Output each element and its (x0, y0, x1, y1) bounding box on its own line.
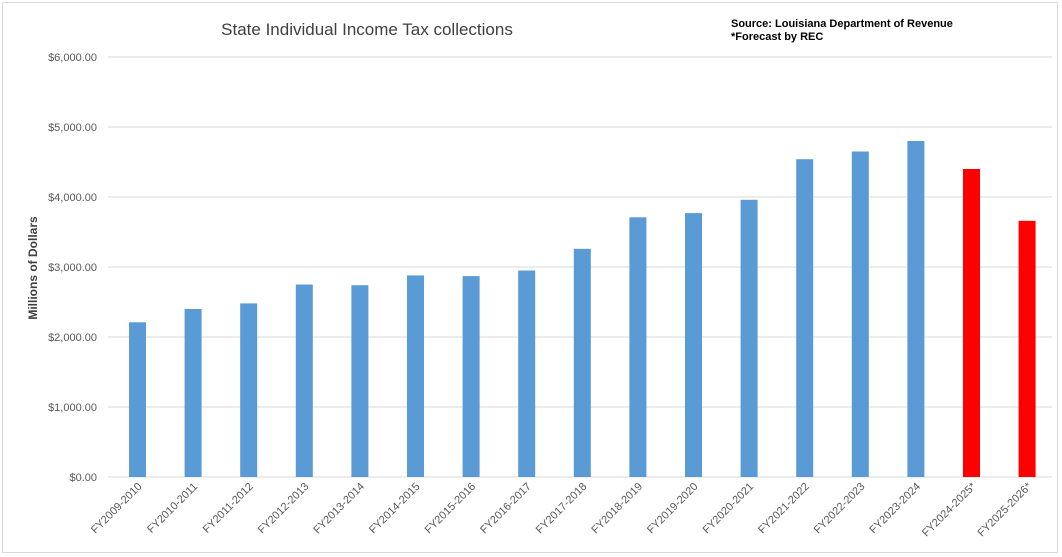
x-tick-label: FY2022-2023 (812, 481, 868, 537)
bar (740, 199, 758, 478)
bar (351, 285, 369, 477)
bar (129, 322, 146, 477)
x-tick-label: FY2021-2022 (756, 481, 812, 537)
x-tick-label: FY2014-2015 (367, 481, 423, 537)
x-tick-label: FY2016-2017 (478, 481, 534, 537)
x-tick-labels: FY2009-2010 FY2010-2011 FY2011-2012 FY2012-… (89, 480, 1035, 539)
x-tick-label: FY2025-2026* (976, 480, 1035, 539)
x-tick-label: FY2010-2011 (145, 481, 200, 536)
y-tick-label: $3,000.00 (48, 262, 97, 274)
y-tick-label: $5,000.00 (48, 122, 97, 134)
bar (963, 169, 980, 477)
y-tick-label: $2,000.00 (48, 332, 97, 344)
bar (573, 248, 591, 477)
x-tick-label: FY2024-2025* (920, 480, 979, 539)
bar (240, 303, 258, 477)
bar (796, 159, 814, 477)
x-tick-label: FY2017-2018 (534, 481, 590, 537)
x-tick-label: FY2023-2024 (867, 481, 923, 537)
x-tick-label: FY2013-2014 (311, 481, 367, 537)
bar (295, 284, 313, 477)
x-tick-label: FY2011-2012 (201, 481, 256, 536)
bar (407, 275, 424, 477)
bars (129, 141, 1036, 478)
y-tick-label: $6,000.00 (48, 52, 97, 64)
y-tick-label: $0.00 (69, 472, 97, 484)
x-tick-label: FY2018-2019 (589, 481, 645, 537)
bar (518, 270, 536, 477)
y-tick-labels: $0.00 $1,000.00 $2,000.00 $3,000.00 $4,000.0… (48, 52, 97, 484)
x-tick-label: FY2019-2020 (645, 481, 701, 537)
bar (629, 217, 647, 478)
x-tick-label: FY2020-2021 (701, 481, 757, 537)
bar (907, 141, 925, 477)
x-tick-label: FY2009-2010 (89, 481, 145, 537)
forecast-note: *Forecast by REC (731, 31, 823, 43)
gridlines (108, 56, 1052, 478)
bar (685, 213, 702, 477)
chart-title: State Individual Income Tax collections (221, 20, 513, 39)
y-axis-label: Millions of Dollars (26, 216, 40, 320)
y-tick-label: $1,000.00 (48, 402, 97, 414)
bar (851, 151, 869, 477)
bar (184, 309, 202, 477)
bar (1018, 220, 1036, 478)
x-tick-label: FY2015-2016 (423, 481, 479, 537)
y-tick-label: $4,000.00 (48, 192, 97, 204)
x-tick-label: FY2012-2013 (256, 481, 312, 537)
bar (462, 276, 480, 477)
source-note: Source: Louisiana Department of Revenue (731, 18, 953, 30)
